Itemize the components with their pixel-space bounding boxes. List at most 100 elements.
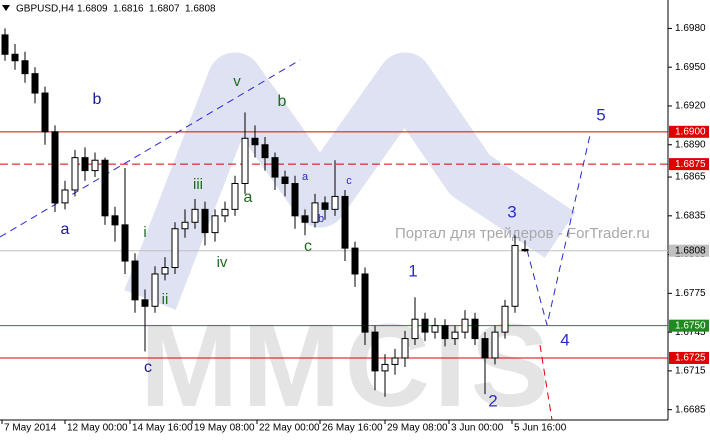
candle-body [121, 224, 129, 262]
watermark: Портал для трейдеров - ForTrader.ru [395, 225, 650, 242]
x-tick-label: 12 May 00:00 [67, 423, 128, 434]
candle-body [141, 299, 149, 307]
candle-body [171, 228, 179, 269]
candle-body [181, 221, 189, 230]
x-tick-label: 22 May 00:00 [259, 423, 320, 434]
candle-body [81, 157, 89, 172]
y-tick-label: 1.6835 [675, 210, 706, 221]
y-tick-label: 1.6950 [675, 62, 706, 73]
candle-body [201, 208, 209, 234]
header-value: 1.6808 [185, 4, 216, 15]
candle-body [371, 331, 379, 372]
y-tick-label: 1.6745 [675, 327, 706, 338]
x-tick-label: 7 May 2014 [4, 423, 57, 434]
candle-body [271, 157, 279, 178]
trend-line [0, 59, 301, 238]
candle-body [51, 131, 59, 204]
x-tick-label: 19 May 08:00 [194, 423, 255, 434]
wave-label: a [244, 189, 253, 206]
x-tick-label: 26 May 16:00 [322, 423, 383, 434]
candle-body [31, 73, 39, 94]
candle-body [311, 202, 319, 223]
candle-body [261, 144, 269, 159]
logo-text: MMCIS [140, 300, 553, 432]
y-tick-label: 1.6685 [675, 404, 706, 415]
x-tick-label: 3 Jun 00:00 [451, 423, 504, 434]
header-ohlc: 1.6809 1.6816 1.6807 1.6808 [77, 4, 216, 15]
logo-shape [124, 52, 576, 310]
candle-body [1, 34, 9, 55]
candle-body [461, 318, 469, 333]
wave-label: b [278, 93, 287, 110]
wave-label: a [61, 221, 70, 238]
wave-label: c [304, 238, 312, 255]
wave-label: b [318, 213, 324, 225]
candle-body [341, 195, 349, 249]
wave-label: c [144, 359, 152, 376]
candle-body [251, 137, 259, 146]
candle-body [501, 305, 509, 333]
candle-body [491, 331, 499, 359]
candle-body [321, 202, 329, 210]
candle-body [301, 215, 309, 223]
candle-body [421, 318, 429, 333]
candle-body [351, 247, 359, 275]
candle-body [41, 92, 49, 133]
wave-label: ii [162, 291, 169, 308]
candle-body [381, 363, 389, 372]
level-label-box [669, 351, 709, 364]
candle-body [61, 189, 69, 204]
candle-body [111, 215, 119, 226]
wave-label: b [93, 91, 102, 108]
wave-label: i [143, 224, 146, 241]
level-label-box [669, 244, 709, 257]
candle-body [231, 183, 239, 210]
menu-arrow [2, 5, 10, 11]
wave-label: 3 [507, 202, 516, 221]
candle-body [441, 325, 449, 340]
y-tick-label: 1.6920 [675, 101, 706, 112]
candle-body [331, 195, 339, 210]
level-label: 1.6750 [675, 320, 706, 331]
wave-label: 1 [408, 261, 417, 280]
logo-band [124, 52, 576, 310]
candle-body [211, 215, 219, 234]
level-label-box [669, 319, 709, 332]
candle-body [431, 325, 439, 333]
level-label: 1.6725 [675, 353, 706, 364]
candle-body [71, 157, 79, 191]
wave-label: 5 [596, 105, 605, 124]
candle-body [291, 183, 299, 217]
y-tick-label: 1.6715 [675, 366, 706, 377]
candle-body [131, 260, 139, 301]
candle-body [411, 318, 419, 340]
wave-label: iii [193, 176, 203, 193]
candle-body [361, 273, 369, 333]
candle-body [241, 137, 249, 185]
wave-label: 4 [560, 330, 569, 349]
candle-body [11, 53, 19, 62]
y-tick-label: 1.6980 [675, 23, 706, 34]
level-label-box [669, 158, 709, 171]
candle-body [281, 176, 289, 185]
candle-body [471, 318, 479, 340]
candle-body [161, 267, 169, 275]
header-value: 1.6816 [113, 4, 144, 15]
level-label-box [669, 125, 709, 138]
candle-body [521, 248, 529, 252]
candle-body [451, 331, 459, 340]
x-tick-label: 14 May 16:00 [132, 423, 193, 434]
candle-body [151, 273, 159, 307]
level-label: 1.6808 [675, 245, 706, 256]
wave-label: a [302, 171, 309, 183]
y-tick-label: 1.6775 [675, 288, 706, 299]
candle-body [91, 159, 99, 172]
header-value: 1.6807 [149, 4, 180, 15]
x-tick-label: 29 May 08:00 [387, 423, 448, 434]
wave-label: v [233, 73, 241, 90]
wave-label: iv [217, 254, 228, 271]
candle-body [101, 159, 109, 217]
level-label: 1.6875 [675, 159, 706, 170]
x-tick-label: 5 Jun 16:00 [514, 423, 567, 434]
candle-body [511, 245, 519, 307]
